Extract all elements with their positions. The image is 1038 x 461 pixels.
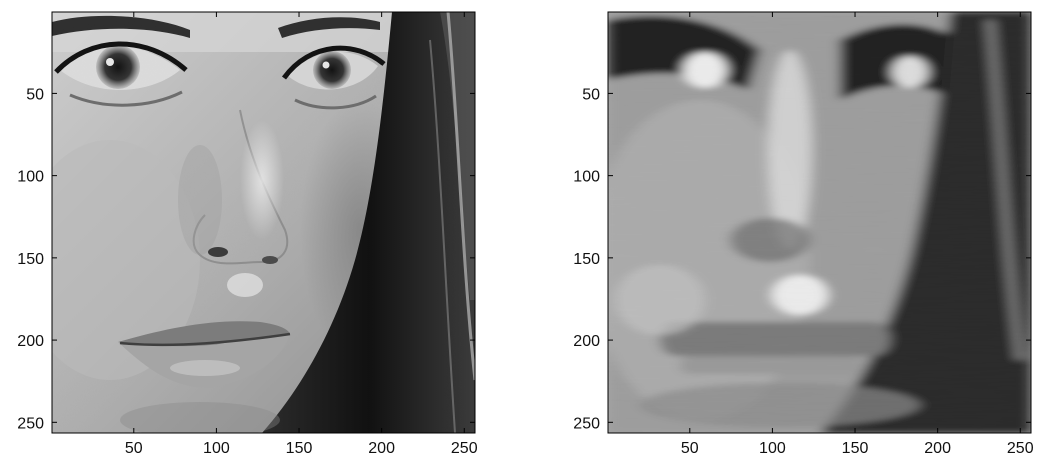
x-tick-label: 50 <box>681 440 699 457</box>
x-tick-label: 150 <box>842 440 869 457</box>
reconstructed-axis-ticks: 50 100 150 200 250 50 100 150 200 250 <box>573 12 1034 457</box>
y-tick-label: 50 <box>582 86 600 103</box>
y-tick-label: 200 <box>17 333 44 350</box>
x-tick-label: 100 <box>203 440 230 457</box>
original-axes-frame <box>51 11 476 434</box>
x-tick-label: 100 <box>759 440 786 457</box>
reconstructed-axes-frame <box>607 11 1032 434</box>
x-tick-label: 150 <box>286 440 313 457</box>
y-tick-label: 200 <box>573 333 600 350</box>
y-tick-label: 100 <box>17 169 44 186</box>
y-tick-label: 250 <box>17 415 44 432</box>
y-tick-label: 150 <box>17 251 44 268</box>
x-tick-label: 200 <box>924 440 951 457</box>
original-image-panel: 50 100 150 200 250 50 100 150 200 250 <box>17 11 478 457</box>
y-tick-label: 150 <box>573 251 600 268</box>
x-tick-label: 250 <box>1007 440 1034 457</box>
x-tick-label: 200 <box>368 440 395 457</box>
x-tick-label: 250 <box>451 440 478 457</box>
x-tick-label: 50 <box>125 440 143 457</box>
reconstructed-face-image <box>608 12 1031 433</box>
original-axis-ticks: 50 100 150 200 250 50 100 150 200 250 <box>17 12 478 457</box>
y-tick-label: 250 <box>573 415 600 432</box>
original-face-image <box>52 12 475 433</box>
reconstructed-image-panel: 50 100 150 200 250 50 100 150 200 250 <box>573 11 1034 457</box>
y-tick-label: 50 <box>26 86 44 103</box>
y-tick-label: 100 <box>573 169 600 186</box>
